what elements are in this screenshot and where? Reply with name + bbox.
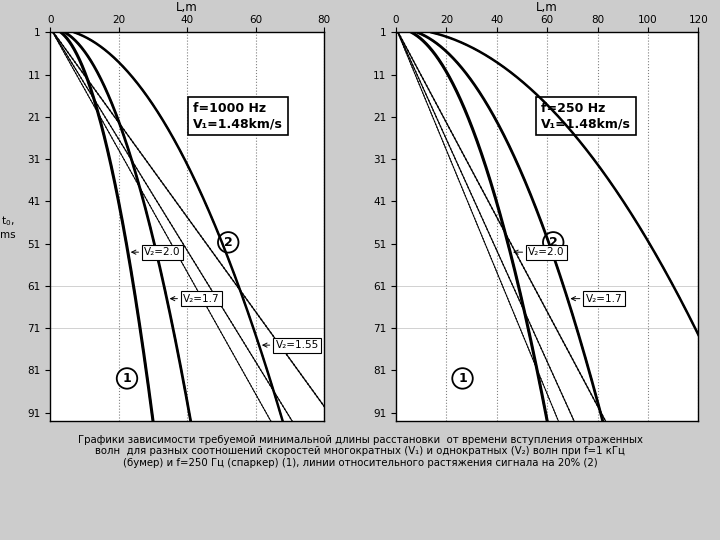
X-axis label: L,m: L,m (176, 1, 198, 14)
Text: f=250 Hz
V₁=1.48km/s: f=250 Hz V₁=1.48km/s (541, 103, 631, 130)
Text: 2: 2 (224, 236, 233, 249)
X-axis label: L,m: L,m (536, 1, 558, 14)
Y-axis label: t$_0$,
ms: t$_0$, ms (0, 214, 16, 240)
Text: V₂=2.0: V₂=2.0 (514, 247, 564, 257)
Text: V₂=1.7: V₂=1.7 (572, 294, 622, 303)
Text: f=1000 Hz
V₁=1.48km/s: f=1000 Hz V₁=1.48km/s (193, 103, 282, 130)
Text: V₂=2.0: V₂=2.0 (132, 247, 181, 257)
Text: Графики зависимости требуемой минимальной длины расстановки  от времени вступлен: Графики зависимости требуемой минимально… (78, 435, 642, 468)
Text: V₂=1.7: V₂=1.7 (171, 294, 220, 303)
Text: V₂=1.55: V₂=1.55 (263, 340, 319, 350)
Text: 1: 1 (122, 372, 131, 385)
Text: 2: 2 (549, 236, 557, 249)
Text: 1: 1 (458, 372, 467, 385)
